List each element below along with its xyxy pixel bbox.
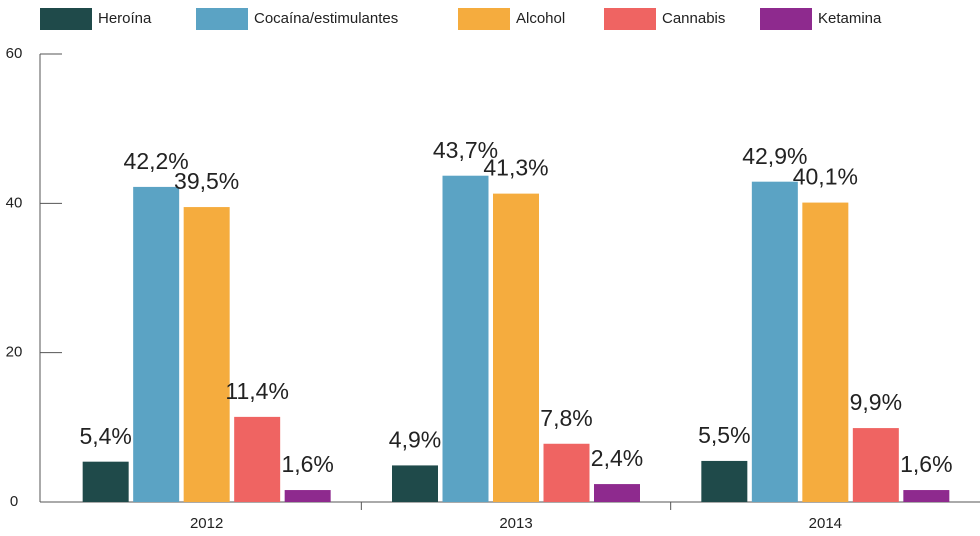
bar xyxy=(543,443,590,502)
value-label: 42,9% xyxy=(742,143,807,169)
legend-label: Alcohol xyxy=(516,10,565,27)
x-tick-label: 2014 xyxy=(809,515,842,532)
x-tick-label: 2013 xyxy=(499,515,532,532)
bar xyxy=(594,484,640,502)
bar xyxy=(903,490,950,502)
bar xyxy=(493,193,539,503)
value-label: 1,6% xyxy=(281,451,333,477)
bar xyxy=(701,460,748,502)
x-tick-label: 2012 xyxy=(190,515,223,532)
legend-swatch xyxy=(760,8,812,30)
legend-swatch xyxy=(40,8,92,30)
bar xyxy=(852,428,899,502)
value-label: 41,3% xyxy=(483,155,548,181)
y-tick-label: 40 xyxy=(6,194,23,211)
legend-label: Cocaína/estimulantes xyxy=(254,10,398,27)
value-label: 2,4% xyxy=(591,445,643,471)
value-label: 40,1% xyxy=(793,164,858,190)
bar xyxy=(284,490,331,502)
bar xyxy=(234,416,281,502)
value-label: 5,4% xyxy=(79,423,131,449)
legend-label: Ketamina xyxy=(818,10,882,27)
bar xyxy=(751,181,798,502)
value-label: 11,4% xyxy=(225,378,289,404)
value-label: 5,5% xyxy=(698,422,750,448)
value-label: 9,9% xyxy=(850,389,902,415)
value-label: 39,5% xyxy=(174,168,239,194)
y-tick-label: 20 xyxy=(6,344,23,361)
y-tick-label: 60 xyxy=(6,45,23,62)
value-label: 42,2% xyxy=(124,148,189,174)
y-tick-label: 0 xyxy=(10,493,18,510)
bar xyxy=(183,207,230,503)
bar xyxy=(392,465,438,502)
bar xyxy=(442,175,489,502)
legend-label: Heroína xyxy=(98,10,152,27)
legend-swatch xyxy=(196,8,248,30)
value-label: 1,6% xyxy=(900,451,952,477)
value-label: 7,8% xyxy=(540,405,592,431)
value-label: 4,9% xyxy=(389,426,441,452)
legend-swatch xyxy=(458,8,510,30)
value-label: 43,7% xyxy=(433,137,498,163)
legend-label: Cannabis xyxy=(662,10,725,27)
bar xyxy=(133,186,180,502)
bar xyxy=(82,461,129,502)
bar xyxy=(802,202,849,502)
legend-swatch xyxy=(604,8,656,30)
